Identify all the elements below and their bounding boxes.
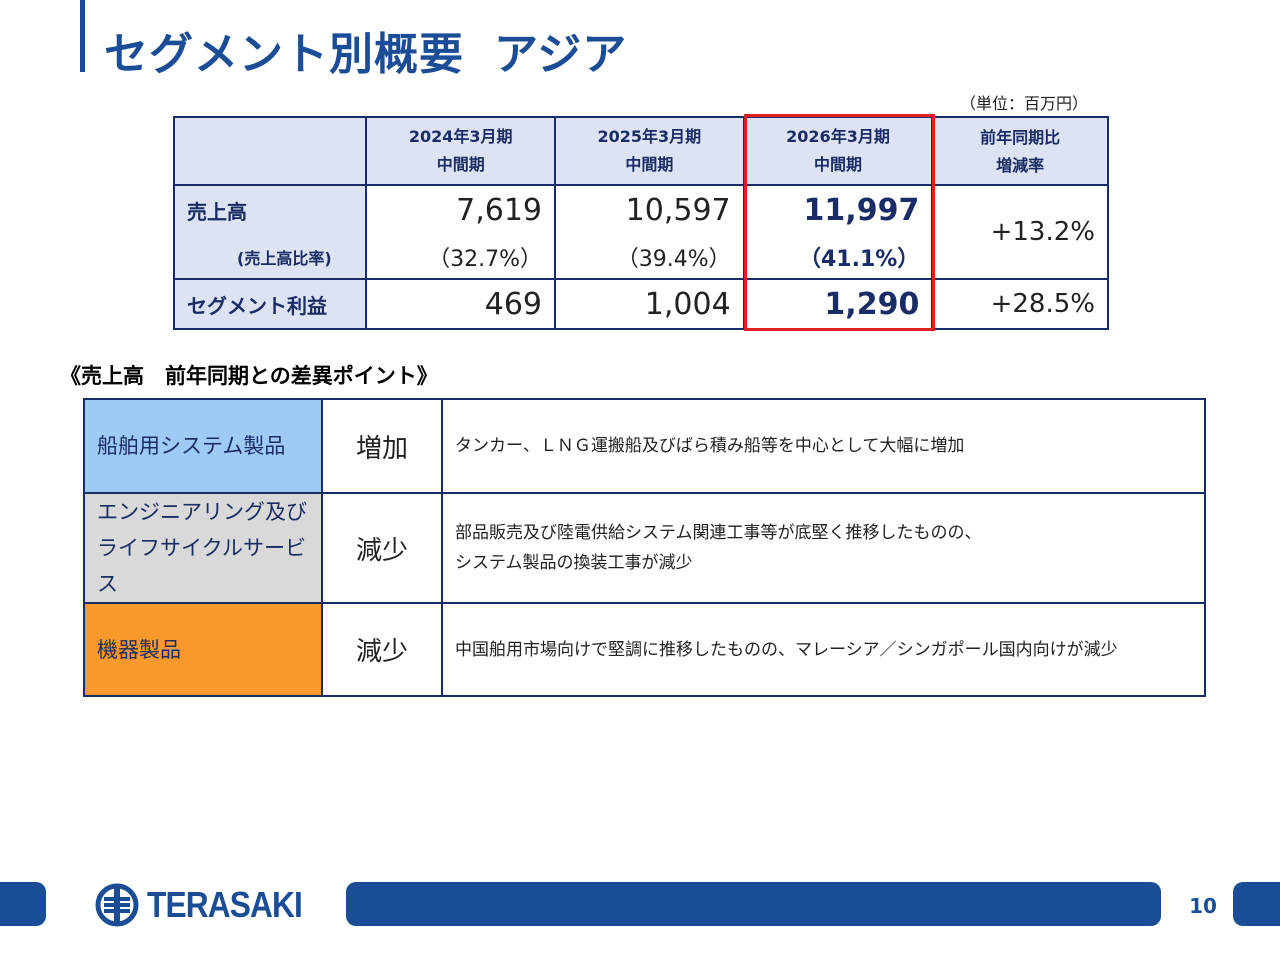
financial-table-header-row: 2024年3月期 中間期 2025年3月期 中間期 2026年3月期 中間期 前年同期…	[172, 116, 1109, 186]
sales-yoy-change: +13.2%	[931, 184, 1109, 280]
sales-ratio-fy2026: （41.1%）	[742, 235, 934, 280]
difference-points-table: 船舶用システム製品 増加 タンカー、ＬＮＧ運搬船及びばら積み船等を中心として大幅…	[83, 398, 1206, 697]
point-category: エンジニアリング及び ライフサイクルサービス	[83, 492, 323, 604]
footer-bar-middle	[346, 882, 1161, 926]
sales-ratio-fy2025: （39.4%）	[554, 235, 745, 280]
point-direction: 減少	[321, 492, 443, 604]
footer-bar-left	[0, 882, 46, 926]
financial-table: 2024年3月期 中間期 2025年3月期 中間期 2026年3月期 中間期 前年同期…	[172, 116, 1109, 330]
unit-note: （単位：百万円）	[960, 94, 1089, 113]
header-empty-cell	[172, 116, 368, 186]
footer-bar-right	[1233, 882, 1280, 926]
point-row-marine-systems: 船舶用システム製品 増加 タンカー、ＬＮＧ運搬船及びばら積み船等を中心として大幅…	[83, 398, 1206, 494]
point-category: 機器製品	[83, 602, 323, 697]
page-title: セグメント別概要 アジア	[104, 18, 627, 82]
segment-profit-fy2026: 1,290	[742, 278, 934, 330]
page-title-region: アジア	[494, 29, 628, 80]
col-header-fy2025: 2025年3月期 中間期	[554, 116, 745, 186]
point-direction: 減少	[321, 602, 443, 697]
sales-ratio-label: (売上高比率)	[172, 235, 368, 280]
point-category: 船舶用システム製品	[83, 398, 323, 494]
segment-profit-fy2024: 469	[365, 278, 557, 330]
point-description: 中国舶用市場向けで堅調に推移したものの、マレーシア／シンガポール国内向けが減少	[441, 602, 1206, 697]
terasaki-logo: TERASAKI	[95, 882, 323, 928]
segment-profit-label: セグメント利益	[172, 278, 368, 330]
sales-label: 売上高	[172, 184, 368, 235]
segment-profit-fy2025: 1,004	[554, 278, 745, 330]
sales-ratio-row: (売上高比率) （32.7%） （39.4%） （41.1%）	[172, 235, 1108, 280]
sales-fy2025: 10,597	[554, 184, 745, 235]
point-description: タンカー、ＬＮＧ運搬船及びばら積み船等を中心として大幅に増加	[441, 398, 1206, 494]
page-number: 10	[1189, 894, 1217, 918]
col-header-fy2026: 2026年3月期 中間期	[742, 116, 934, 186]
col-header-fy2024: 2024年3月期 中間期	[365, 116, 557, 186]
point-row-equipment-products: 機器製品 減少 中国舶用市場向けで堅調に推移したものの、マレーシア／シンガポール…	[83, 602, 1206, 697]
col-header-yoy-change: 前年同期比 増減率	[931, 116, 1109, 186]
terasaki-logo-icon	[95, 883, 139, 927]
points-section-heading: 《売上高 前年同期との差異ポイント》	[60, 364, 438, 388]
sales-fy2024: 7,619	[365, 184, 557, 235]
sales-row: 売上高 7,619 10,597 11,997 +13.2%	[172, 184, 1109, 280]
title-accent-bar	[80, 0, 85, 72]
segment-profit-row: セグメント利益 469 1,004 1,290 +28.5%	[172, 278, 1109, 330]
sales-fy2026: 11,997	[742, 184, 934, 235]
point-direction: 増加	[321, 398, 443, 494]
terasaki-logo-text: TERASAKI	[147, 884, 303, 925]
page-title-main: セグメント別概要	[104, 29, 464, 80]
segment-profit-yoy-change: +28.5%	[931, 278, 1109, 330]
sales-ratio-fy2024: （32.7%）	[365, 235, 557, 280]
point-row-engineering-lifecycle: エンジニアリング及び ライフサイクルサービス 減少 部品販売及び陸電供給システム関…	[83, 492, 1206, 604]
point-description: 部品販売及び陸電供給システム関連工事等が底堅く推移したものの、 システム製品の換装…	[441, 492, 1206, 604]
